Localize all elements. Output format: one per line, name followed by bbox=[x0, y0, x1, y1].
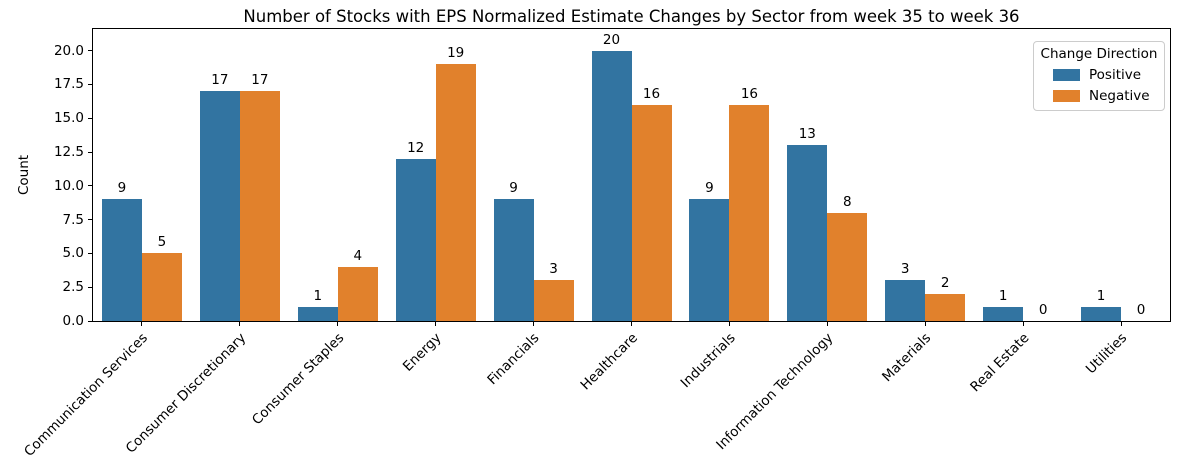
legend-entry-positive: Positive bbox=[1040, 67, 1158, 83]
bar-value-label: 20 bbox=[602, 31, 621, 48]
bar-negative bbox=[729, 104, 770, 321]
x-tick-mark bbox=[1022, 322, 1024, 326]
bar-value-label: 13 bbox=[798, 126, 816, 143]
bar-positive bbox=[885, 280, 926, 321]
legend-entry-negative: Negative bbox=[1040, 88, 1158, 104]
bar-positive bbox=[591, 50, 632, 321]
bar-positive bbox=[493, 199, 534, 321]
x-tick-mark bbox=[728, 322, 730, 326]
legend-title: Change Direction bbox=[1040, 46, 1158, 62]
bar-value-label: 8 bbox=[843, 193, 852, 210]
legend-entries: Positive Negative bbox=[1040, 67, 1158, 104]
chart-title: Number of Stocks with EPS Normalized Est… bbox=[243, 7, 1020, 26]
y-tick-mark bbox=[88, 50, 92, 52]
y-tick-label: 0.0 bbox=[62, 313, 84, 329]
legend-entry-label: Positive bbox=[1089, 67, 1142, 83]
bar-value-label: 9 bbox=[509, 180, 518, 197]
bar-positive bbox=[983, 307, 1024, 321]
y-tick-mark bbox=[88, 83, 92, 85]
bar-value-label: 17 bbox=[211, 72, 229, 89]
bar-value-label: 16 bbox=[642, 85, 661, 102]
bar-positive bbox=[395, 158, 436, 321]
y-tick-label: 7.5 bbox=[62, 211, 84, 228]
y-tick-label: 2.5 bbox=[62, 279, 84, 296]
bar-positive bbox=[199, 91, 240, 321]
bar-value-label: 16 bbox=[740, 85, 758, 102]
bar-negative bbox=[925, 293, 966, 321]
x-tick-label-text: Utilities bbox=[1083, 330, 1131, 378]
y-tick-mark bbox=[88, 185, 92, 187]
bar-negative bbox=[631, 104, 672, 321]
x-tick-label-text: Financials bbox=[484, 330, 543, 389]
bar-value-label: 1 bbox=[998, 288, 1008, 305]
bar-positive bbox=[1081, 307, 1122, 321]
x-tick-label-text: Energy bbox=[400, 330, 445, 375]
bar-negative bbox=[533, 280, 574, 321]
bar-value-label: 12 bbox=[407, 139, 425, 156]
x-tick-mark bbox=[239, 322, 241, 326]
x-tick-mark bbox=[631, 322, 632, 326]
y-tick-label: 17.5 bbox=[53, 76, 84, 93]
x-tick-label-text: Healthcare bbox=[577, 330, 641, 394]
y-tick-label: 10.0 bbox=[53, 177, 84, 194]
y-tick-label: 5.0 bbox=[62, 245, 84, 262]
x-tick-mark bbox=[826, 322, 828, 326]
x-tick-mark bbox=[533, 322, 535, 326]
y-tick-mark bbox=[88, 252, 92, 254]
legend-swatch-positive bbox=[1053, 69, 1080, 81]
bar-positive bbox=[297, 307, 338, 321]
legend: Change Direction Positive Negative bbox=[1033, 41, 1165, 111]
y-tick-mark bbox=[88, 320, 92, 322]
bar-positive bbox=[787, 145, 828, 321]
y-tick-mark bbox=[88, 117, 92, 119]
legend-entry-label: Negative bbox=[1089, 88, 1150, 104]
bar-value-label: 4 bbox=[353, 247, 363, 264]
bar-value-label: 2 bbox=[940, 274, 950, 291]
bar-value-label: 1 bbox=[313, 288, 323, 305]
x-tick-mark bbox=[1120, 322, 1122, 326]
legend-swatch-negative bbox=[1053, 90, 1080, 102]
bar-value-label: 5 bbox=[157, 234, 167, 251]
bar-value-label: 9 bbox=[705, 180, 714, 197]
y-tick-label: 20.0 bbox=[53, 42, 84, 59]
y-axis-label: Count bbox=[16, 154, 32, 196]
bar-negative bbox=[239, 91, 280, 321]
y-tick-mark bbox=[88, 151, 92, 153]
plot-area: 9 5 17 17 1 4 12 19 9 3 20 16 9 16 13 8 3 2 1 0 1 0 bbox=[92, 28, 1171, 322]
bar-value-label: 9 bbox=[117, 180, 127, 197]
x-tick-mark bbox=[141, 322, 143, 326]
bar-value-label: 17 bbox=[251, 72, 269, 89]
bar-negative bbox=[337, 266, 378, 321]
bar-value-label: 3 bbox=[900, 261, 910, 278]
bar-value-label: 3 bbox=[549, 261, 558, 278]
x-tick-mark bbox=[924, 322, 926, 326]
bar-value-label: 19 bbox=[447, 45, 465, 62]
y-tick-mark bbox=[88, 219, 92, 221]
bar-value-label: 1 bbox=[1096, 288, 1106, 305]
x-tick-mark bbox=[435, 322, 437, 326]
x-tick-label-text: Industrials bbox=[677, 330, 739, 392]
x-tick-mark bbox=[337, 322, 339, 326]
bar-negative bbox=[141, 253, 182, 321]
bar-negative bbox=[827, 212, 868, 321]
y-tick-label: 15.0 bbox=[53, 110, 84, 127]
x-tick-label-text: Information Technology bbox=[713, 330, 837, 454]
bar-negative bbox=[435, 64, 476, 321]
x-tick-label-text: Consumer Staples bbox=[248, 330, 348, 429]
bar-value-label: 0 bbox=[1136, 302, 1146, 318]
y-tick-label: 12.5 bbox=[53, 144, 84, 161]
x-tick-label-text: Real Estate bbox=[967, 330, 1033, 396]
bar-positive bbox=[101, 199, 142, 321]
bar-positive bbox=[689, 199, 730, 321]
y-tick-mark bbox=[88, 286, 92, 288]
x-tick-label-text: Materials bbox=[879, 330, 935, 386]
bar-value-label: 0 bbox=[1038, 302, 1048, 318]
